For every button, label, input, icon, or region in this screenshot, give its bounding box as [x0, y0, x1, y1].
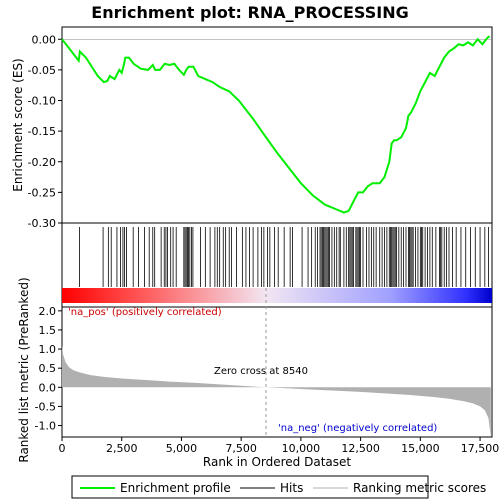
es-panel: 0.00 -0.05 -0.10 -0.15 -0.20 -0.25 -0.30 [28, 33, 492, 230]
neg-label: 'na_neg' (negatively correlated) [278, 423, 437, 434]
es-ytick-label: 0.00 [32, 33, 57, 46]
es-ytick-label: -0.05 [28, 64, 56, 77]
legend-label-enrichment: Enrichment profile [120, 481, 231, 495]
legend-label-metric: Ranking metric scores [353, 481, 486, 495]
es-ytick-label: -0.25 [28, 186, 56, 199]
metric-xtick-label: 15,000 [401, 442, 440, 455]
metric-panel: 2.0 1.5 1.0 0.5 0.0 -0.5 -1.00 2,500 5,000 7,500 1… [35, 288, 500, 455]
metric-ylabel: Ranked list metric (PreRanked) [17, 277, 31, 462]
metric-ytick-label: 0.5 [39, 362, 57, 375]
chart-title: Enrichment plot: RNA_PROCESSING [91, 3, 408, 22]
metric-ytick-label: 0.0 [39, 381, 57, 394]
es-panel-frame [61, 26, 493, 224]
metric-xtick-label: 5,000 [166, 442, 198, 455]
metric-panel-frame [61, 306, 493, 438]
hits-panel [62, 227, 492, 303]
metric-xtick-label: 10,000 [282, 442, 321, 455]
rank-color-strip [62, 288, 492, 303]
enrichment-profile-line [61, 35, 491, 214]
es-ytick-label: -0.15 [28, 125, 56, 138]
es-ytick-label: -0.20 [28, 156, 56, 169]
metric-ytick-label: 1.0 [39, 343, 57, 356]
es-ylabel: Enrichment score (ES) [11, 58, 25, 191]
pos-label: 'na_pos' (positively correlated) [68, 307, 222, 318]
metric-xtick-label: 7,500 [225, 442, 257, 455]
zero-cross-label: Zero cross at 8540 [214, 366, 308, 377]
legend-label-hits: Hits [280, 481, 303, 495]
metric-xtick-label: 17,500 [461, 442, 500, 455]
es-ytick-label: -0.10 [28, 95, 56, 108]
legend-box [71, 475, 429, 499]
metric-ytick-label: 1.5 [39, 324, 57, 337]
metric-ytick-label: 2.0 [39, 305, 57, 318]
ranking-metric-area [62, 345, 491, 437]
metric-xtick-label: 12,500 [341, 442, 380, 455]
metric-xlabel: Rank in Ordered Dataset [203, 455, 351, 469]
metric-xtick-label: 2,500 [106, 442, 138, 455]
metric-xtick-label: 0 [59, 442, 66, 455]
legend: Enrichment profile Hits Ranking metric s… [80, 481, 486, 495]
metric-ytick-label: -0.5 [35, 400, 56, 413]
es-ytick-label: -0.30 [28, 217, 56, 230]
metric-ytick-label: -1.0 [35, 420, 56, 433]
